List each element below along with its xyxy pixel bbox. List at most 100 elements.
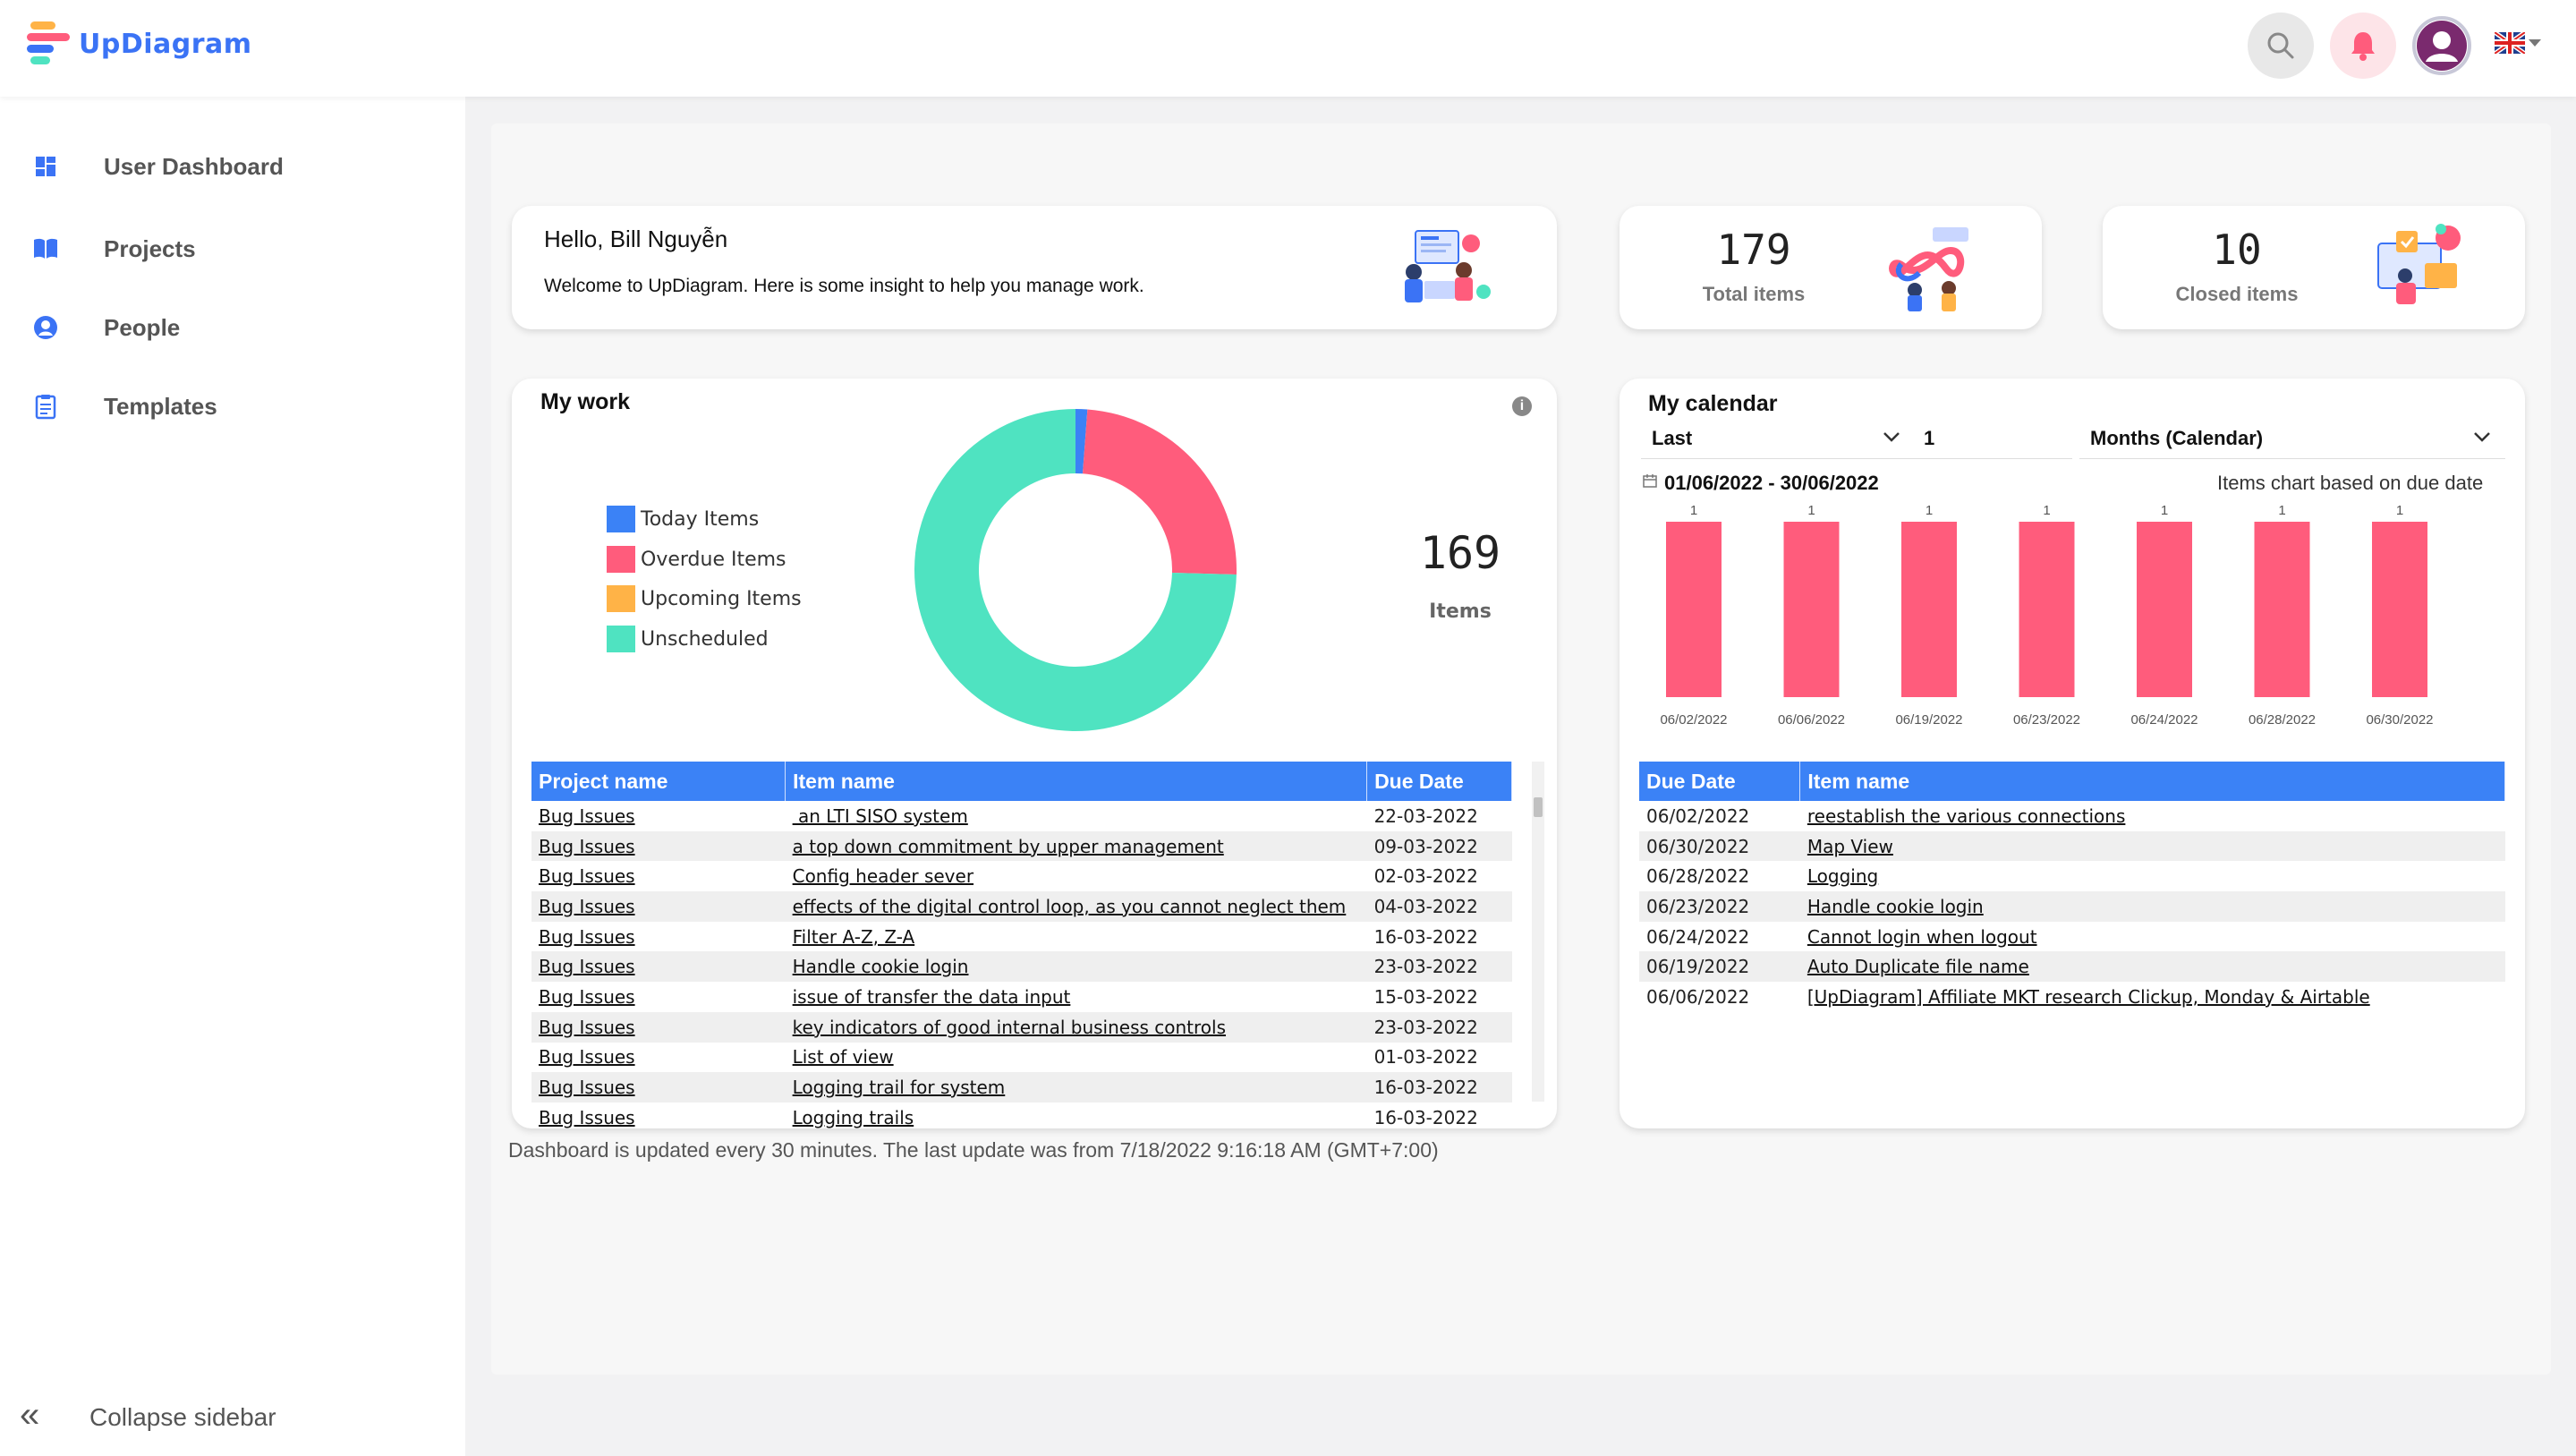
uk-flag-icon[interactable] [2495, 32, 2525, 54]
item-name-link[interactable]: issue of transfer the data input [792, 985, 1071, 1008]
table-row[interactable]: Bug Issues Config header sever 02-03-2022 [531, 861, 1512, 891]
bar-5[interactable] [2254, 522, 2310, 697]
app-name: UpDiagram [79, 28, 252, 60]
search-button[interactable] [2248, 13, 2314, 79]
item-name-link[interactable]: effects of the digital control loop, as … [785, 891, 1367, 922]
due-date-cell: 06/23/2022 [1639, 891, 1800, 922]
project-name-link[interactable]: Bug Issues [539, 925, 635, 948]
due-date-cell: 16-03-2022 [1373, 925, 1478, 948]
legend-swatch [607, 506, 635, 532]
due-date-cell: 06/02/2022 [1646, 805, 1750, 827]
donut-slice-today-items[interactable] [1075, 409, 1088, 474]
table-row[interactable]: Bug Issues an LTI SISO system 22-03-2022 [531, 801, 1512, 831]
project-name-link[interactable]: Bug Issues [531, 891, 786, 922]
project-name-link[interactable]: Bug Issues [531, 951, 786, 983]
bar-value-label: 1 [1807, 503, 1815, 518]
table-row[interactable]: Bug Issues a top down commitment by upper… [531, 830, 1512, 862]
period-unit-select[interactable]: Months (Calendar) [2079, 418, 2505, 459]
sidebar-item-templates[interactable]: Templates [0, 379, 465, 433]
item-name-link[interactable]: reestablish the various connections [1807, 805, 2126, 827]
column-header-project[interactable]: Project name [531, 762, 786, 801]
item-name-link[interactable]: Map View [1799, 830, 2505, 862]
chevron-down-icon[interactable] [2529, 39, 2541, 47]
table-row[interactable]: Bug Issues issue of transfer the data inp… [531, 982, 1512, 1012]
project-name-link[interactable]: Bug Issues [539, 1046, 635, 1069]
bar-2[interactable] [1901, 522, 1957, 697]
project-name-link[interactable]: Bug Issues [531, 1011, 786, 1043]
x-tick-label: 06/06/2022 [1778, 712, 1845, 728]
user-avatar-button[interactable] [2412, 16, 2471, 75]
item-name-link[interactable]: Cannot login when logout [1807, 925, 2037, 948]
welcome-message: Welcome to UpDiagram. Here is some insig… [544, 276, 1144, 296]
period-count-input[interactable]: 1 [1913, 418, 2072, 459]
my-work-scrollbar[interactable] [1532, 762, 1544, 1102]
table-row[interactable]: 06/24/2022 Cannot login when logout [1639, 922, 2505, 952]
item-name-link[interactable]: [UpDiagram] Affiliate MKT research Click… [1807, 985, 2370, 1008]
table-row[interactable]: Bug Issues Logging trails 16-03-2022 [531, 1103, 1512, 1128]
bar-6[interactable] [2372, 522, 2427, 697]
table-row[interactable]: 06/19/2022 Auto Duplicate file name [1639, 951, 2505, 983]
column-header-item[interactable]: Item name [1799, 762, 2505, 801]
table-header-row: Project name Item name Due Date [531, 762, 1512, 801]
app-logo[interactable]: UpDiagram [27, 21, 252, 66]
project-name-link[interactable]: Bug Issues [539, 805, 635, 827]
item-name-link[interactable]: an LTI SISO system [792, 805, 968, 827]
column-header-due-date[interactable]: Due Date [1366, 762, 1512, 801]
period-select[interactable]: Last [1641, 418, 1915, 459]
project-name-link[interactable]: Bug Issues [539, 865, 635, 888]
bar-3[interactable] [2019, 522, 2075, 697]
item-name-link[interactable]: Logging trail for system [785, 1072, 1367, 1103]
sidebar-item-projects[interactable]: Projects [0, 222, 465, 276]
donut-slice-overdue-items[interactable] [1083, 409, 1237, 575]
collapse-sidebar-label: Collapse sidebar [89, 1403, 276, 1431]
notifications-button[interactable] [2330, 13, 2396, 79]
project-name-link[interactable]: Bug Issues [531, 1072, 786, 1103]
table-row[interactable]: Bug Issues Logging trail for system 16-03-… [531, 1072, 1512, 1103]
item-name-link[interactable]: a top down commitment by upper managemen… [785, 830, 1367, 862]
collapse-sidebar-button[interactable]: « Collapse sidebar [0, 1385, 465, 1448]
due-date-cell: 06/30/2022 [1639, 830, 1800, 862]
bar-1[interactable] [1783, 522, 1840, 697]
info-icon[interactable]: i [1512, 396, 1532, 416]
item-name-link[interactable]: key indicators of good internal business… [785, 1011, 1367, 1043]
bar-value-label: 1 [2396, 503, 2403, 518]
item-name-link[interactable]: Handle cookie login [1799, 891, 2505, 922]
project-name-link[interactable]: Bug Issues [539, 985, 635, 1008]
due-date-cell: 04-03-2022 [1366, 891, 1512, 922]
donut-slice-unscheduled[interactable] [914, 409, 1237, 731]
item-name-link[interactable]: Config header sever [792, 865, 974, 888]
sidebar-item-people[interactable]: People [0, 301, 465, 354]
table-row[interactable]: Bug Issues Filter A-Z, Z-A 16-03-2022 [531, 922, 1512, 952]
bar-4[interactable] [2137, 522, 2192, 697]
table-row[interactable]: 06/23/2022 Handle cookie login [1639, 891, 2505, 922]
column-header-item[interactable]: Item name [785, 762, 1368, 801]
scroll-thumb[interactable] [1534, 797, 1543, 817]
item-name-link[interactable]: Auto Duplicate file name [1799, 951, 2505, 983]
project-name-link[interactable]: Bug Issues [539, 1106, 635, 1128]
item-name-link[interactable]: Filter A-Z, Z-A [792, 925, 915, 948]
table-row[interactable]: Bug Issues List of view 01-03-2022 [531, 1043, 1512, 1073]
item-name-link[interactable]: Logging trails [792, 1106, 914, 1128]
table-row[interactable]: 06/06/2022 [UpDiagram] Affiliate MKT rese… [1639, 982, 2505, 1012]
bar-value-label: 1 [2043, 503, 2050, 518]
total-items-label: Total items [1702, 283, 1806, 305]
item-name-link[interactable]: Handle cookie login [785, 951, 1367, 983]
table-row[interactable]: Bug Issues Handle cookie login 23-03-2022 [531, 951, 1512, 983]
period-select-value: Last [1652, 426, 1693, 449]
sidebar-item-user-dashboard[interactable]: User Dashboard [0, 140, 465, 193]
table-row[interactable]: 06/30/2022 Map View [1639, 830, 2505, 862]
table-header-row: Due Date Item name [1639, 762, 2505, 801]
column-header-due-date[interactable]: Due Date [1639, 762, 1801, 801]
item-name-link[interactable]: Logging [1807, 865, 1879, 888]
project-name-link[interactable]: Bug Issues [531, 830, 786, 862]
table-row[interactable]: Bug Issues effects of the digital control… [531, 891, 1512, 922]
table-row[interactable]: Bug Issues key indicators of good interna… [531, 1011, 1512, 1043]
bar-0[interactable] [1666, 522, 1722, 697]
calendar-items-table: Due Date Item name 06/02/2022 reestablish… [1639, 762, 2505, 1012]
table-row[interactable]: 06/02/2022 reestablish the various connec… [1639, 801, 2505, 831]
item-name-link[interactable]: List of view [792, 1046, 894, 1069]
due-date-cell: 23-03-2022 [1366, 951, 1512, 983]
bar-value-label: 1 [1926, 503, 1933, 518]
table-row[interactable]: 06/28/2022 Logging [1639, 861, 2505, 891]
checklist-illustration-icon [2377, 224, 2461, 304]
